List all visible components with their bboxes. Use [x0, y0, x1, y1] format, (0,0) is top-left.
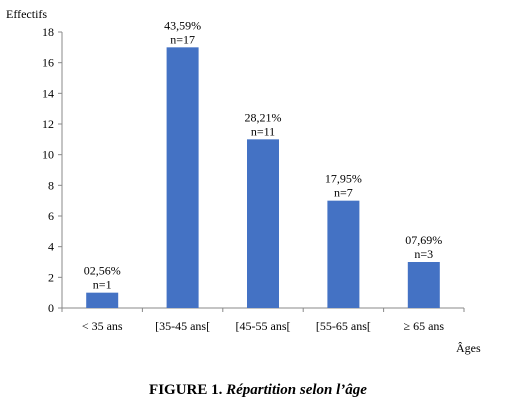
bar-chart: Effectifs 0 2 4 6 8 10 12 14 16 18 < 35 ans [35-45… — [6, 7, 481, 355]
bar — [166, 47, 199, 308]
y-tick-label: 18 — [42, 25, 54, 39]
count-label: n=3 — [414, 247, 433, 261]
y-tick-label: 12 — [42, 117, 54, 131]
y-tick-label: 10 — [42, 148, 54, 162]
count-label: n=7 — [334, 186, 353, 200]
y-tick-label: 14 — [42, 86, 54, 100]
y-tick-label: 0 — [48, 301, 54, 315]
x-tick-label: [35-45 ans[ — [155, 319, 210, 333]
y-tick-label: 16 — [42, 56, 54, 70]
x-axis: < 35 ans [35-45 ans[ [45-55 ans[ [55-65 ans… — [61, 307, 465, 333]
y-tick-label: 4 — [48, 240, 54, 254]
data-labels: 02,56%n=1 43,59%n=17 28,21%n=11 17,95%n=7 07… — [84, 18, 443, 291]
x-tick-label: ≥ 65 ans — [404, 319, 445, 333]
bars — [86, 47, 440, 308]
percent-label: 02,56% — [84, 264, 121, 278]
figure-label: FIGURE 1. — [149, 382, 223, 398]
percent-label: 07,69% — [405, 233, 442, 247]
y-tick-label: 8 — [48, 178, 54, 192]
y-axis-title: Effectifs — [6, 7, 47, 21]
x-tick-label: [55-65 ans[ — [316, 319, 371, 333]
count-label: n=11 — [251, 124, 275, 138]
bar — [327, 200, 360, 308]
y-tick-label: 2 — [48, 270, 54, 284]
bar — [247, 139, 279, 308]
percent-label: 17,95% — [325, 172, 362, 186]
figure-title: Répartition selon l’âge — [226, 382, 367, 398]
bar — [407, 262, 440, 308]
x-tick-label: [45-55 ans[ — [236, 319, 291, 333]
y-tick-label: 6 — [48, 209, 54, 223]
x-tick-label: < 35 ans — [82, 319, 123, 333]
percent-label: 43,59% — [164, 18, 201, 32]
figure-caption: FIGURE 1. Répartition selon l’âge — [0, 382, 516, 399]
bar — [86, 292, 119, 308]
count-label: n=1 — [93, 278, 112, 292]
y-axis: 0 2 4 6 8 10 12 14 16 18 — [42, 25, 63, 315]
percent-label: 28,21% — [245, 110, 282, 124]
x-axis-title: Âges — [456, 341, 481, 355]
count-label: n=17 — [170, 32, 195, 46]
